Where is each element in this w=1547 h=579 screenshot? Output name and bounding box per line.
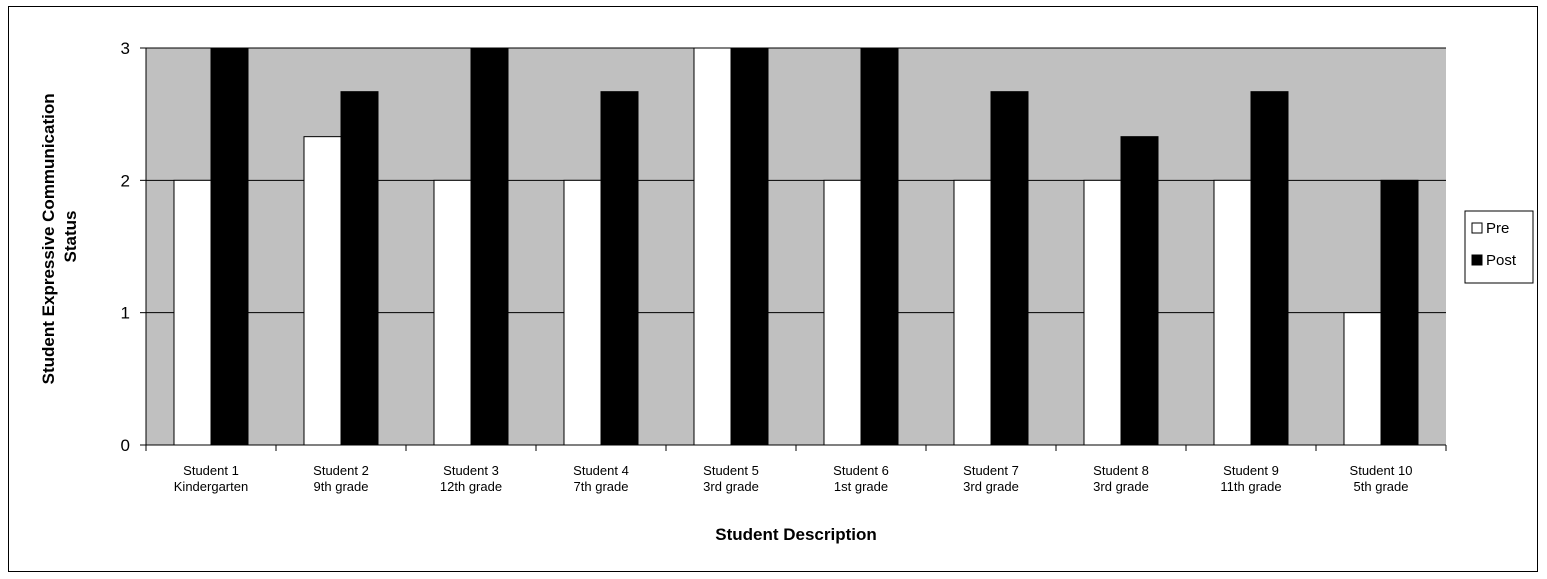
bar-pre bbox=[173, 179, 212, 446]
legend-swatch-pre bbox=[1471, 222, 1483, 234]
x-category-label: Student 8 3rd grade bbox=[1093, 463, 1149, 494]
bar-pre bbox=[563, 179, 602, 446]
bar-post bbox=[1120, 136, 1159, 446]
bar-pre bbox=[1083, 179, 1122, 446]
x-category-label-line: 12th grade bbox=[440, 479, 502, 494]
x-category-label-line: Student 10 bbox=[1350, 463, 1413, 478]
legend-label-pre: Pre bbox=[1486, 220, 1509, 237]
legend-label-post: Post bbox=[1486, 252, 1517, 269]
x-category-label: Student 6 1st grade bbox=[833, 463, 889, 494]
x-category-label-line: 3rd grade bbox=[1093, 479, 1149, 494]
y-tick-label: 0 bbox=[121, 436, 130, 455]
x-category-label-line: 3rd grade bbox=[963, 479, 1019, 494]
bar-post bbox=[730, 47, 769, 446]
x-category-label: Student 5 3rd grade bbox=[703, 463, 759, 494]
bar-post bbox=[470, 47, 509, 446]
legend-swatch-post bbox=[1471, 254, 1483, 266]
x-category-label-line: Student 4 bbox=[573, 463, 629, 478]
x-category-label: Student 1 Kindergarten bbox=[174, 463, 248, 494]
x-category-label-line: Student 7 bbox=[963, 463, 1019, 478]
bars bbox=[173, 47, 1419, 446]
bar-pre bbox=[1213, 179, 1252, 446]
x-category-label: Student 3 12th grade bbox=[440, 463, 502, 494]
x-category-label-line: Student 9 bbox=[1223, 463, 1279, 478]
x-category-label: Student 9 11th grade bbox=[1220, 463, 1281, 494]
x-category-label-line: Student 1 bbox=[183, 463, 239, 478]
bar-post bbox=[1250, 91, 1289, 446]
axes bbox=[140, 47, 1447, 451]
y-tick-labels: 0 1 2 3 bbox=[121, 39, 130, 455]
bar-post bbox=[990, 91, 1029, 446]
y-tick-label: 3 bbox=[121, 39, 130, 58]
bar-post bbox=[860, 47, 899, 446]
x-category-label-line: Student 6 bbox=[833, 463, 889, 478]
x-category-label: Student 7 3rd grade bbox=[963, 463, 1019, 494]
x-category-label-line: Student 8 bbox=[1093, 463, 1149, 478]
y-axis-title: Student Expressive Communication Status bbox=[39, 89, 80, 385]
x-category-label: Student 10 5th grade bbox=[1350, 463, 1413, 494]
x-category-label: Student 2 9th grade bbox=[313, 463, 369, 494]
y-tick-label: 2 bbox=[121, 171, 130, 190]
bar-pre bbox=[953, 179, 992, 446]
x-axis-title: Student Description bbox=[715, 525, 877, 544]
y-axis-title-line-1: Student Expressive Communication bbox=[39, 93, 58, 384]
x-category-label-line: 7th grade bbox=[574, 479, 629, 494]
bar-post bbox=[210, 47, 249, 446]
y-tick-label: 1 bbox=[121, 304, 130, 323]
x-category-label: Student 4 7th grade bbox=[573, 463, 629, 494]
x-category-label-line: 11th grade bbox=[1220, 479, 1281, 494]
x-category-label-line: 1st grade bbox=[834, 479, 888, 494]
bar-pre bbox=[303, 136, 342, 446]
x-category-label-line: 5th grade bbox=[1354, 479, 1409, 494]
legend: Pre Post bbox=[1464, 210, 1534, 284]
bar-pre bbox=[693, 47, 732, 446]
x-category-label-line: 3rd grade bbox=[703, 479, 759, 494]
y-axis-title-line-2: Status bbox=[61, 211, 80, 263]
x-category-label-line: Student 2 bbox=[313, 463, 369, 478]
x-category-label-line: Kindergarten bbox=[174, 479, 248, 494]
x-category-label-line: Student 3 bbox=[443, 463, 499, 478]
bar-pre bbox=[1343, 312, 1382, 446]
bar-post bbox=[340, 91, 379, 446]
x-category-label-line: Student 5 bbox=[703, 463, 759, 478]
bar-pre bbox=[823, 179, 862, 446]
bar-pre bbox=[433, 179, 472, 446]
x-category-label-line: 9th grade bbox=[314, 479, 369, 494]
bar-post bbox=[600, 91, 639, 446]
bar-post bbox=[1380, 179, 1419, 446]
